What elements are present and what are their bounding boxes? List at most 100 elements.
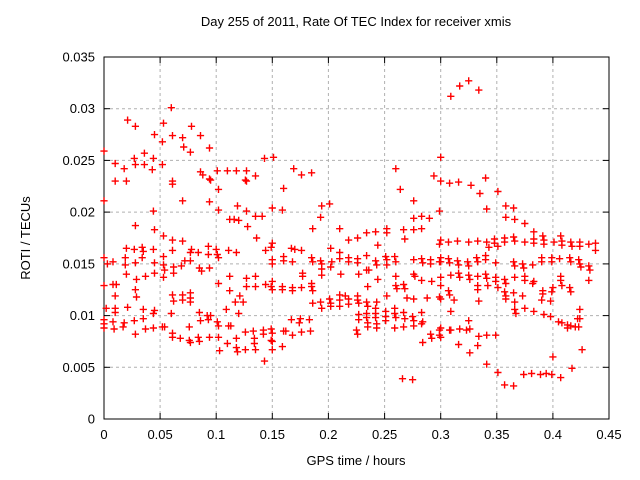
- data-point: [159, 261, 168, 269]
- data-point: [176, 334, 184, 342]
- data-point: [235, 216, 243, 224]
- data-point: [444, 255, 453, 263]
- data-point: [158, 161, 166, 169]
- data-point: [102, 304, 110, 312]
- data-point: [586, 266, 594, 274]
- data-point: [131, 161, 139, 169]
- data-point: [455, 178, 463, 186]
- data-point: [138, 254, 146, 262]
- y-axis-label: ROTI / TECUs: [18, 196, 33, 280]
- data-point: [391, 324, 399, 332]
- data-point: [475, 332, 483, 340]
- data-point: [111, 292, 119, 300]
- x-tick-label: 0.15: [260, 427, 285, 442]
- x-tick-label: 0.25: [372, 427, 397, 442]
- data-point: [295, 319, 303, 327]
- data-point: [540, 310, 548, 319]
- data-point: [150, 226, 159, 234]
- data-point: [214, 185, 223, 193]
- data-point: [567, 322, 575, 330]
- data-point: [550, 238, 558, 246]
- data-point: [121, 261, 129, 269]
- x-tick-label: 0.05: [147, 427, 172, 442]
- data-point: [168, 177, 177, 185]
- data-point: [186, 338, 194, 347]
- data-point: [548, 370, 556, 379]
- data-point: [280, 257, 288, 265]
- data-point: [110, 325, 118, 333]
- data-point: [186, 248, 194, 257]
- data-point: [309, 258, 317, 266]
- data-point: [309, 225, 317, 233]
- data-point: [268, 286, 276, 294]
- data-point: [205, 264, 214, 272]
- data-point: [437, 236, 445, 244]
- data-point: [437, 273, 445, 281]
- data-point: [214, 254, 223, 262]
- data-point: [409, 376, 417, 384]
- data-point: [161, 323, 169, 331]
- data-point: [268, 260, 276, 268]
- data-point: [383, 229, 391, 237]
- data-point: [492, 259, 500, 267]
- y-tick-label: 0.025: [62, 153, 95, 168]
- x-tick-label: 0.2: [319, 427, 337, 442]
- data-point: [195, 308, 203, 317]
- data-point: [556, 255, 564, 263]
- data-point: [318, 304, 326, 312]
- data-point: [401, 315, 409, 323]
- data-point: [447, 326, 455, 334]
- data-point: [216, 347, 224, 355]
- x-tick-label: 0.3: [432, 427, 450, 442]
- data-point: [225, 246, 233, 254]
- data-point: [446, 179, 454, 187]
- chart-title: Day 255 of 2011, Rate Of TEC Index for r…: [201, 14, 512, 29]
- data-point: [131, 259, 139, 267]
- data-point: [558, 319, 566, 327]
- data-point: [484, 282, 492, 290]
- data-point: [567, 238, 575, 246]
- data-point: [158, 138, 166, 146]
- data-point: [226, 272, 234, 280]
- data-point: [318, 271, 326, 279]
- data-point: [567, 258, 575, 266]
- data-point: [511, 273, 519, 281]
- data-point: [317, 213, 325, 221]
- data-point: [288, 287, 297, 295]
- data-point: [538, 296, 546, 304]
- data-point: [419, 338, 427, 347]
- data-point: [290, 165, 298, 173]
- data-point: [278, 343, 286, 351]
- data-point: [392, 258, 400, 266]
- data-point: [170, 297, 178, 305]
- data-point: [214, 322, 223, 330]
- data-point: [363, 252, 371, 260]
- data-point: [466, 349, 474, 357]
- data-point: [453, 237, 462, 245]
- data-point: [131, 286, 139, 294]
- data-point: [161, 266, 169, 274]
- data-point: [383, 261, 391, 269]
- data-point: [205, 198, 214, 206]
- data-point: [268, 277, 276, 285]
- data-point: [306, 327, 315, 335]
- data-point: [232, 344, 240, 352]
- data-point: [502, 295, 510, 303]
- data-point: [494, 242, 502, 250]
- data-point: [149, 309, 157, 318]
- data-point: [447, 92, 455, 100]
- data-point: [227, 322, 235, 330]
- data-point: [236, 292, 244, 300]
- data-point: [223, 167, 231, 175]
- data-point: [576, 315, 584, 323]
- data-point: [501, 288, 509, 296]
- data-point: [268, 346, 276, 354]
- data-points: [100, 77, 600, 390]
- data-point: [465, 262, 473, 270]
- data-point: [392, 165, 400, 173]
- data-point: [345, 300, 353, 308]
- x-tick-label: 0.45: [596, 427, 621, 442]
- data-point: [242, 283, 251, 291]
- data-point: [214, 333, 223, 341]
- data-point: [474, 286, 482, 294]
